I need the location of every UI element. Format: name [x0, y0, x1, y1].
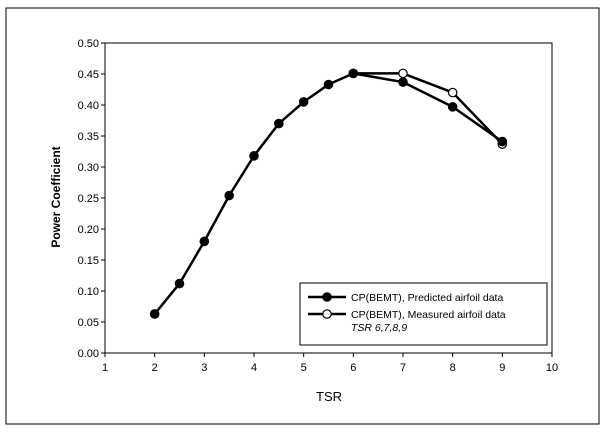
y-axis-label: Power Coefficient: [49, 146, 63, 247]
legend-label-line2: TSR 6,7,8,9: [351, 322, 407, 334]
x-tick-label: 6: [350, 362, 356, 374]
data-point-0: [149, 309, 160, 319]
data-point-0: [298, 97, 309, 107]
data-point-0: [398, 77, 408, 87]
x-tick-label: 5: [301, 362, 307, 374]
data-point-0: [497, 136, 508, 147]
y-tick-label: 0.30: [78, 162, 99, 174]
x-tick-label: 4: [251, 362, 257, 374]
data-point-0: [274, 118, 284, 129]
legend-label: CP(BEMT), Predicted airfoil data: [351, 292, 503, 304]
legend-label: CP(BEMT), Measured airfoil data: [351, 309, 506, 321]
y-tick-label: 0.05: [78, 317, 99, 329]
data-point-0: [348, 68, 359, 79]
data-point-0: [447, 102, 458, 112]
y-tick-label: 0.25: [78, 193, 99, 205]
x-tick-label: 8: [450, 362, 456, 374]
y-tick-label: 0.50: [78, 38, 99, 50]
legend-marker: [322, 309, 332, 319]
data-point-0: [323, 79, 334, 90]
y-tick-label: 0.40: [78, 100, 99, 112]
data-point-0: [224, 190, 234, 201]
data-point-0: [174, 278, 185, 289]
x-tick-label: 3: [201, 362, 207, 374]
x-tick-label: 7: [400, 362, 406, 374]
data-point-1: [398, 68, 408, 79]
x-tick-label: 2: [152, 362, 158, 374]
data-point-1: [447, 87, 458, 98]
y-tick-label: 0.15: [78, 255, 99, 267]
x-tick-label: 9: [499, 362, 505, 374]
y-tick-label: 0.20: [78, 224, 99, 236]
series-line-0: [153, 72, 504, 315]
y-tick-label: 0.45: [78, 69, 99, 81]
legend-marker: [322, 292, 332, 302]
y-tick-label: 0.35: [78, 131, 99, 143]
x-axis-label: TSR: [316, 389, 342, 404]
legend: [299, 282, 548, 346]
y-tick-label: 0.10: [78, 286, 99, 298]
x-tick-label: 1: [102, 362, 108, 374]
series-line-1: [353, 72, 504, 145]
data-point-0: [249, 151, 259, 161]
x-tick-label: 10: [546, 362, 558, 374]
y-tick-label: 0.00: [78, 348, 99, 360]
data-point-0: [199, 236, 210, 247]
